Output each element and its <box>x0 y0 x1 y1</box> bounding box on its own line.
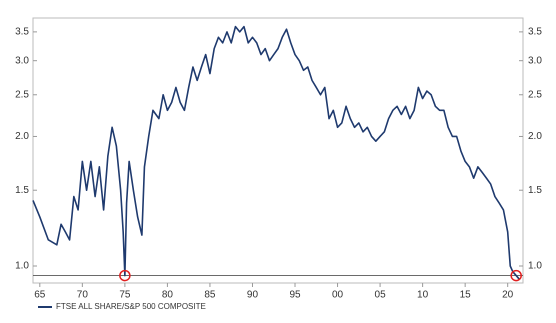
y-tick-label: 2.5 <box>15 89 29 100</box>
x-tick-label: 00 <box>332 290 344 301</box>
x-tick-label: 85 <box>204 290 216 301</box>
highlight-circle <box>119 269 131 282</box>
y2-tick-label: 2.5 <box>528 89 542 100</box>
x-tick-label: 75 <box>119 290 131 301</box>
y-tick-label: 3.0 <box>15 55 29 66</box>
plot-frame <box>32 17 524 284</box>
legend-label: FTSE ALL SHARE/S&P 500 COMPOSITE <box>56 302 206 311</box>
y-tick-label: 1.5 <box>15 185 29 196</box>
y2-tick-label: 3.5 <box>528 27 542 38</box>
x-tick-label: 80 <box>162 290 174 301</box>
x-tick-label: 15 <box>460 290 472 301</box>
y2-tick-label: 1.0 <box>528 261 542 272</box>
x-tick-label: 90 <box>247 290 259 301</box>
y-tick-label: 3.5 <box>15 27 29 38</box>
y2-tick-label: 2.0 <box>528 131 542 142</box>
x-tick-label: 05 <box>375 290 387 301</box>
x-tick-label: 65 <box>34 290 46 301</box>
x-tick-label: 10 <box>417 290 429 301</box>
highlight-circle <box>510 269 522 282</box>
x-tick-label: 95 <box>289 290 301 301</box>
y2-tick-label: 1.5 <box>528 185 542 196</box>
x-tick-label: 70 <box>77 290 89 301</box>
y-tick-label: 2.0 <box>15 131 29 142</box>
y-tick-label: 1.0 <box>15 261 29 272</box>
y2-tick-label: 3.0 <box>528 55 542 66</box>
series-line <box>32 25 521 281</box>
x-tick-label: 20 <box>502 290 514 301</box>
